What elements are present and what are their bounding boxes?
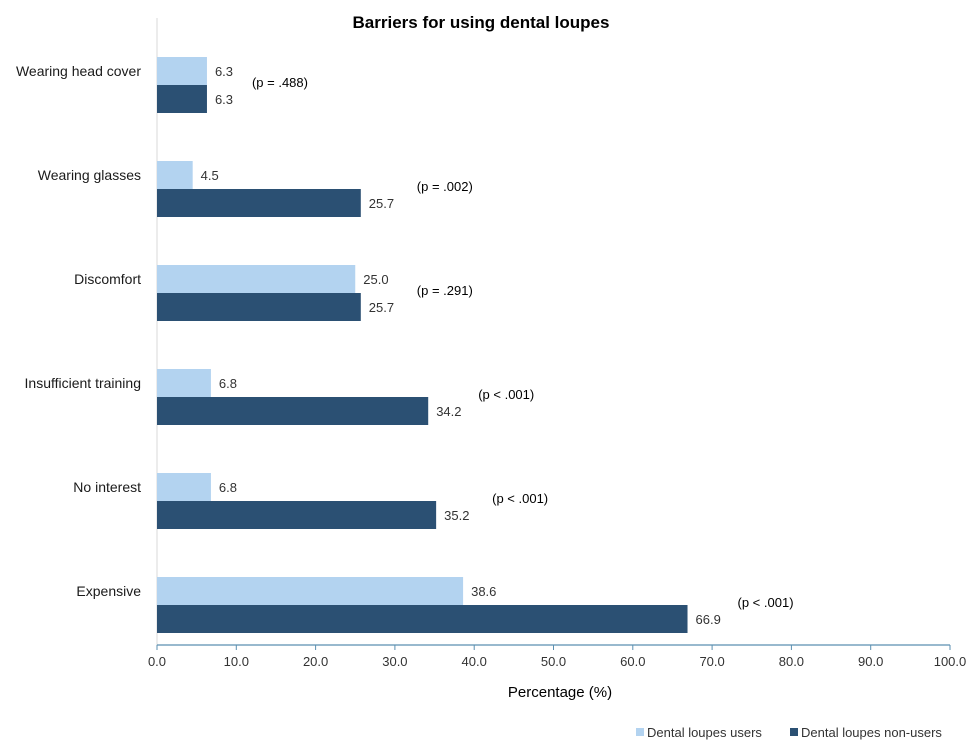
bar-users bbox=[157, 265, 356, 293]
p-value-annotation: (p = .002) bbox=[417, 179, 473, 194]
value-label: 38.6 bbox=[471, 584, 496, 599]
bar-non-users bbox=[157, 397, 429, 425]
p-value-annotation: (p < .001) bbox=[738, 595, 794, 610]
x-tick-label: 70.0 bbox=[699, 654, 724, 669]
legend-swatch bbox=[636, 728, 644, 736]
value-label: 66.9 bbox=[696, 612, 721, 627]
value-label: 6.8 bbox=[219, 376, 237, 391]
category-label: Expensive bbox=[76, 583, 141, 599]
x-tick-label: 50.0 bbox=[541, 654, 566, 669]
value-label: 35.2 bbox=[444, 508, 469, 523]
legend-swatch bbox=[790, 728, 798, 736]
p-value-annotations-group: (p = .488) (p = .002) (p = .291) (p < .001)… bbox=[252, 75, 794, 610]
value-label: 4.5 bbox=[201, 168, 219, 183]
bar-non-users bbox=[157, 189, 361, 217]
bar-non-users bbox=[157, 501, 437, 529]
value-label: 6.3 bbox=[215, 92, 233, 107]
bar-non-users bbox=[157, 605, 688, 633]
value-label: 6.8 bbox=[219, 480, 237, 495]
value-labels-group: 6.3 6.3 4.5 25.7 25.0 25.7 6.8 34.2 6.8 35.2 38.6 6… bbox=[201, 64, 721, 627]
p-value-annotation: (p = .291) bbox=[417, 283, 473, 298]
value-label: 25.7 bbox=[369, 300, 394, 315]
category-label: Discomfort bbox=[74, 271, 141, 287]
x-tick-label: 10.0 bbox=[224, 654, 249, 669]
bar-users bbox=[157, 161, 193, 189]
p-value-annotation: (p < .001) bbox=[478, 387, 534, 402]
x-tick-label: 80.0 bbox=[779, 654, 804, 669]
x-tick-label: 100.0 bbox=[934, 654, 967, 669]
value-label: 25.7 bbox=[369, 196, 394, 211]
category-label: Wearing head cover bbox=[16, 63, 141, 79]
bar-non-users bbox=[157, 293, 361, 321]
bar-users bbox=[157, 57, 207, 85]
x-tick-label: 40.0 bbox=[462, 654, 487, 669]
bars-group bbox=[157, 57, 688, 633]
category-label: Insufficient training bbox=[25, 375, 141, 391]
p-value-annotation: (p = .488) bbox=[252, 75, 308, 90]
legend-label: Dental loupes non-users bbox=[801, 725, 942, 740]
bar-users bbox=[157, 577, 464, 605]
bar-non-users bbox=[157, 85, 207, 113]
legend: Dental loupes users Dental loupes non-use… bbox=[636, 725, 942, 740]
x-axis-title: Percentage (%) bbox=[508, 684, 612, 701]
p-value-annotation: (p < .001) bbox=[492, 491, 548, 506]
category-label: Wearing glasses bbox=[38, 167, 141, 183]
x-tick-label: 90.0 bbox=[858, 654, 883, 669]
category-label: No interest bbox=[73, 479, 141, 495]
bar-users bbox=[157, 369, 211, 397]
chart-title: Barriers for using dental loupes bbox=[353, 13, 610, 32]
x-tick-label: 60.0 bbox=[620, 654, 645, 669]
value-label: 25.0 bbox=[363, 272, 388, 287]
category-labels-group: Wearing head cover Wearing glasses Discomf… bbox=[16, 63, 141, 599]
x-tick-label: 30.0 bbox=[382, 654, 407, 669]
value-label: 6.3 bbox=[215, 64, 233, 79]
legend-label: Dental loupes users bbox=[647, 725, 762, 740]
x-ticks-group: 0.0 10.0 20.0 30.0 40.0 50.0 60.0 70.0 80.0 90.0 1… bbox=[148, 645, 966, 669]
bar-users bbox=[157, 473, 211, 501]
x-tick-label: 0.0 bbox=[148, 654, 166, 669]
x-tick-label: 20.0 bbox=[303, 654, 328, 669]
value-label: 34.2 bbox=[436, 404, 461, 419]
